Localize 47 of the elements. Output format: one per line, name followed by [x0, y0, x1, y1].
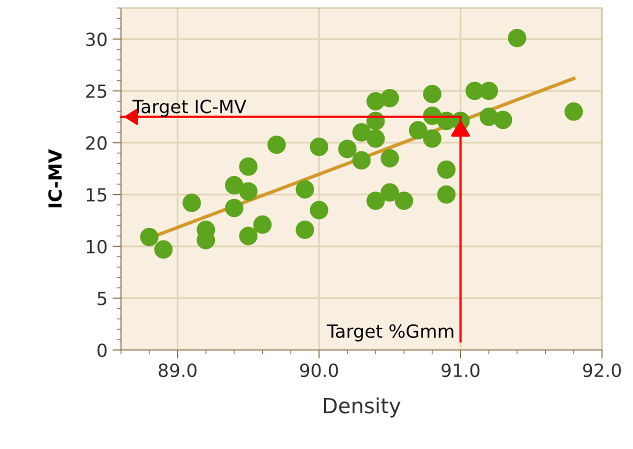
x-tick-label: 89.0: [158, 364, 196, 378]
y-tick-label: 0: [98, 343, 107, 358]
point: [508, 28, 526, 48]
y-tick-label: 25: [86, 84, 106, 98]
point: [253, 215, 272, 234]
point: [239, 182, 258, 201]
point: [310, 200, 328, 220]
y-tick-label: 30: [86, 32, 107, 46]
point: [296, 180, 314, 199]
y-tick-label: 15: [86, 188, 106, 202]
point: [224, 198, 244, 218]
point: [366, 129, 385, 148]
point: [380, 88, 399, 108]
point: [267, 136, 286, 154]
point: [380, 149, 399, 168]
x-axis-title: Density: [324, 397, 400, 418]
point: [494, 110, 512, 130]
point: [423, 129, 442, 148]
point: [338, 140, 357, 158]
y-tick-label: 5: [98, 292, 106, 306]
point: [366, 192, 385, 210]
x-tick-label: 91.0: [442, 364, 480, 378]
point: [394, 192, 414, 210]
point: [437, 185, 456, 204]
ref-line-label: Target IC-MV: [132, 100, 246, 117]
point: [296, 220, 314, 239]
y-tick-label: 20: [86, 136, 107, 150]
point: [154, 240, 173, 259]
point: [239, 226, 258, 246]
point: [423, 84, 442, 104]
point: [480, 82, 498, 100]
point: [380, 183, 399, 202]
point: [224, 176, 244, 194]
x-tick-label: 90.0: [300, 364, 338, 378]
point: [182, 194, 201, 212]
point: [352, 123, 371, 142]
point: [352, 151, 371, 170]
point: [408, 121, 428, 140]
x-tick-label: 92.0: [583, 364, 621, 378]
point: [239, 157, 258, 176]
point: [310, 138, 328, 156]
ref-line-label: Target %Gmm: [326, 324, 454, 342]
point: [140, 228, 158, 246]
point: [564, 102, 583, 121]
point: [437, 160, 456, 179]
y-tick-label: 10: [86, 240, 107, 254]
y-axis-title: IC-MV: [48, 149, 62, 208]
